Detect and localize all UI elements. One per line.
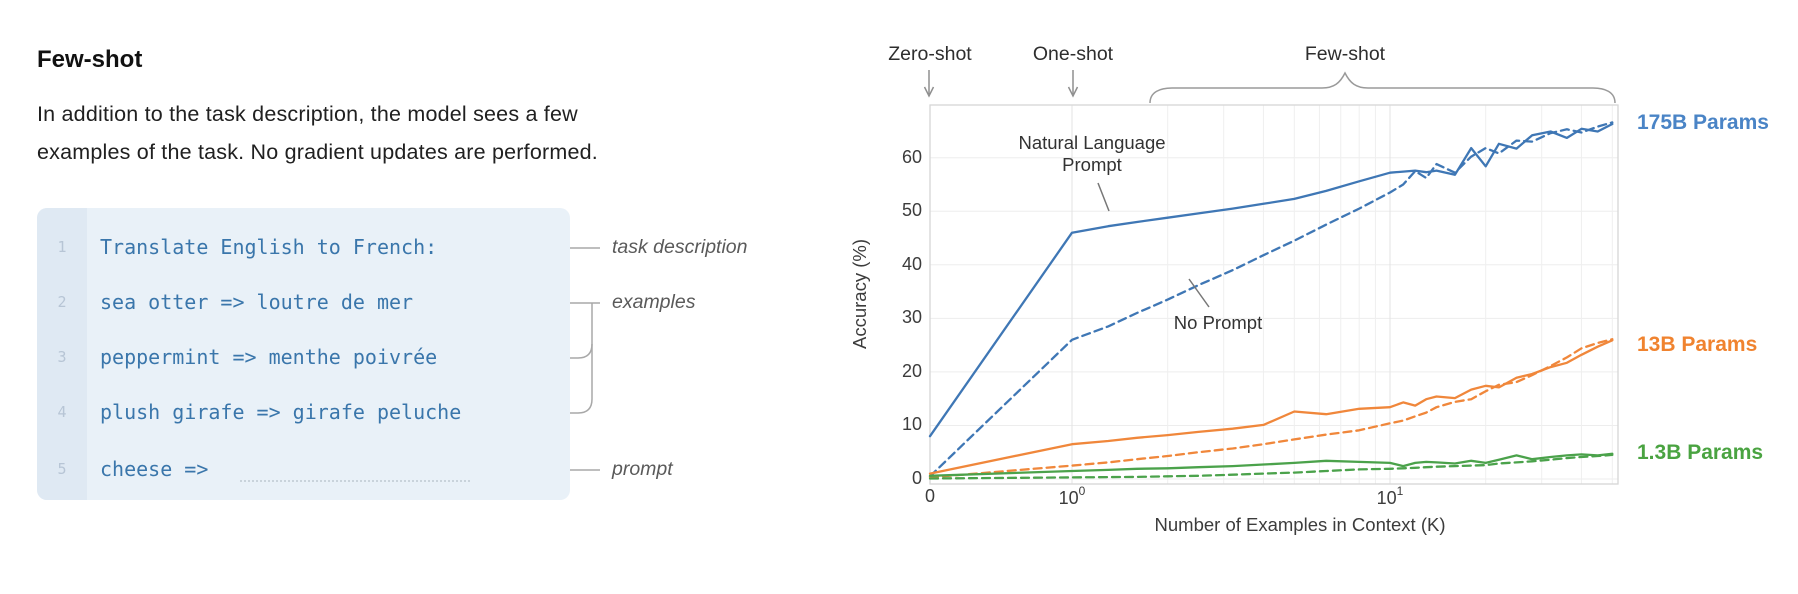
code-line-text: Translate English to French: [100, 235, 438, 259]
y-tick-label: 10 [901, 414, 922, 435]
x-tick-label: 101 [1376, 484, 1404, 508]
natural-language-prompt-pointer [1097, 182, 1110, 212]
zero-shot-label: Zero-shot [888, 43, 972, 65]
prompt-code-block [37, 208, 570, 500]
y-tick-label: 40 [901, 253, 922, 274]
code-line-number: 4 [57, 403, 67, 421]
series-line-1-3b-params-no-prompt- [928, 453, 1614, 480]
series-line-1-3b-params-natural-language-prompt- [928, 452, 1614, 477]
y-tick-label: 0 [911, 468, 922, 488]
code-line-number: 5 [57, 460, 67, 478]
one-shot-label: One-shot [1032, 43, 1114, 65]
code-line-text: plush girafe => girafe peluche [100, 400, 462, 424]
y-tick-label: 50 [901, 200, 922, 221]
section-heading: Few-shot [37, 46, 143, 73]
examples-bracket [532, 303, 593, 414]
series-line-175b-params-no-prompt- [928, 121, 1614, 478]
prompt-label: prompt [612, 458, 673, 480]
y-axis-title: Accuracy (%) [849, 239, 870, 349]
no-prompt-pointer [1188, 278, 1210, 308]
series-label-13b-params: 13B Params [1637, 333, 1758, 356]
examples-bracket-branch [532, 343, 593, 359]
completion-placeholder [240, 468, 470, 482]
code-line-number: 2 [57, 293, 67, 311]
natural-language-prompt-line2: Prompt [1062, 154, 1122, 175]
x-axis-title: Number of Examples in Context (K) [1154, 514, 1446, 535]
code-line-number: 1 [57, 238, 67, 256]
task-description-label: task description [612, 236, 748, 258]
no-prompt-annotation: No Prompt [1173, 312, 1263, 333]
x-tick-label: 0 [924, 486, 936, 506]
examples-label: examples [612, 291, 696, 313]
y-tick-label: 20 [901, 360, 922, 381]
code-line-text: sea otter => loutre de mer [100, 290, 414, 314]
description-line-1: In addition to the task description, the… [37, 102, 578, 126]
code-line-number: 3 [57, 348, 67, 366]
code-line-text: cheese => [100, 457, 209, 481]
natural-language-prompt-annotation: Natural Language Prompt [1018, 132, 1165, 176]
y-tick-label: 30 [901, 307, 922, 328]
series-label-1-3b-params: 1.3B Params [1637, 441, 1764, 464]
few-shot-brace [1149, 71, 1616, 104]
plot-frame [929, 104, 1619, 485]
series-line-13b-params-natural-language-prompt- [928, 339, 1614, 475]
series-label-175b-params: 175B Params [1637, 111, 1769, 134]
series-line-13b-params-no-prompt- [928, 338, 1614, 479]
natural-language-prompt-line1: Natural Language [1018, 132, 1166, 153]
x-tick-label: 100 [1058, 484, 1086, 508]
series-line-175b-params-natural-language-prompt- [928, 122, 1614, 438]
description-line-2: examples of the task. No gradient update… [37, 140, 598, 164]
y-tick-label: 60 [901, 146, 922, 167]
code-line-text: peppermint => menthe poivrée [100, 345, 438, 369]
arrowhead-down [923, 86, 935, 98]
few-shot-label: Few-shot [1304, 43, 1386, 65]
line-number-gutter [37, 208, 87, 500]
arrowhead-down [1067, 86, 1079, 98]
